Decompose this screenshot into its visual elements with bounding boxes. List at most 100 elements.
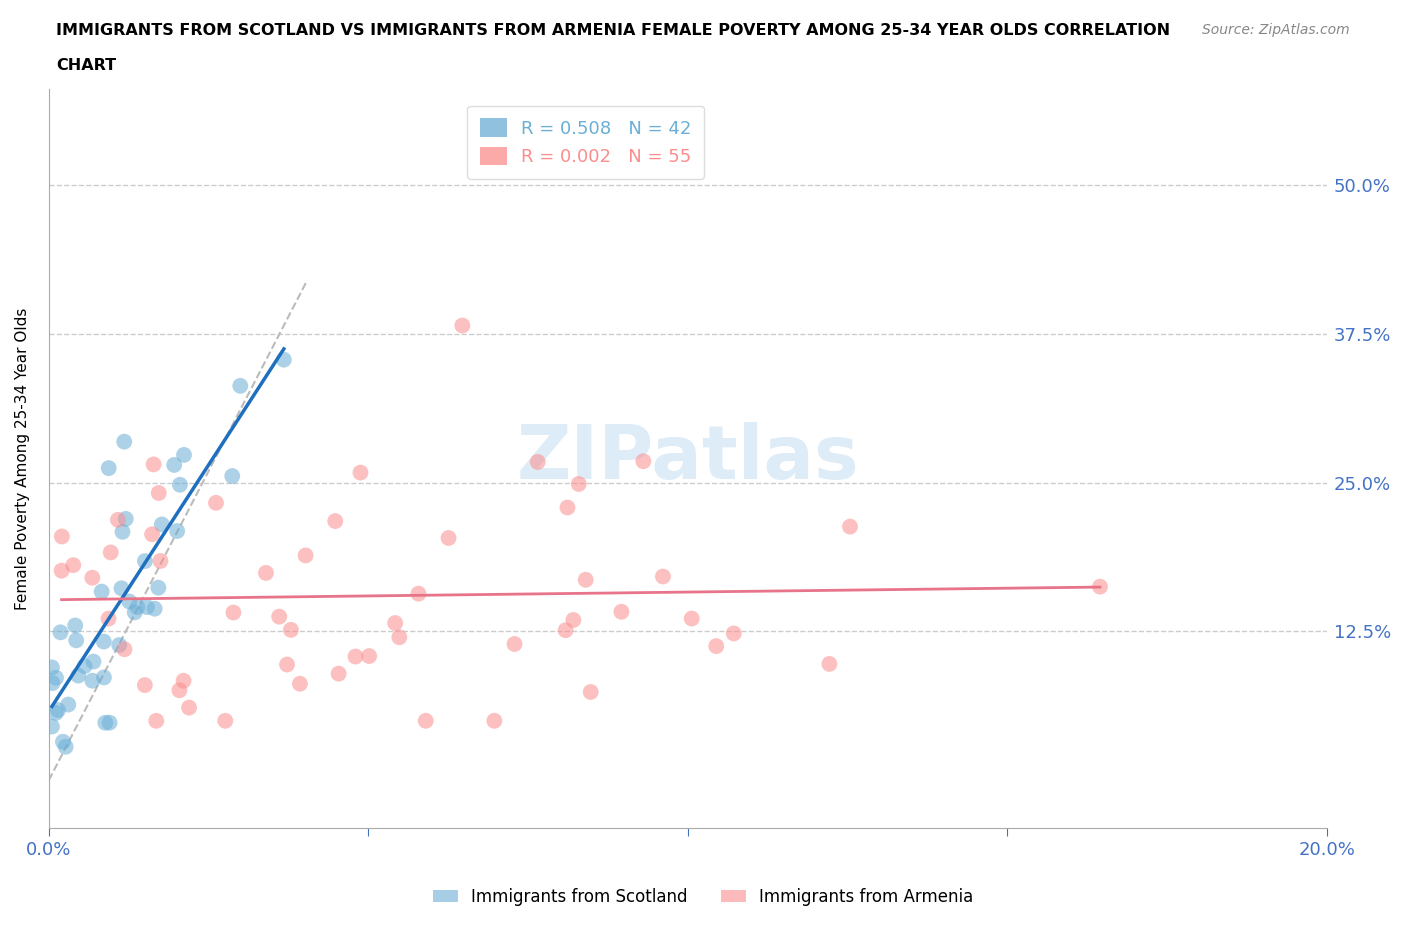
Text: IMMIGRANTS FROM SCOTLAND VS IMMIGRANTS FROM ARMENIA FEMALE POVERTY AMONG 25-34 Y: IMMIGRANTS FROM SCOTLAND VS IMMIGRANTS F…	[56, 23, 1170, 38]
Immigrants from Armenia	[100, 545, 122, 560]
Immigrants from Scotland	[110, 581, 132, 596]
Immigrants from Scotland	[94, 715, 117, 730]
Immigrants from Armenia	[610, 604, 633, 619]
Immigrants from Scotland	[93, 670, 115, 684]
Immigrants from Scotland	[45, 706, 67, 721]
Legend: R = 0.508   N = 42, R = 0.002   N = 55: R = 0.508 N = 42, R = 0.002 N = 55	[467, 106, 704, 179]
Immigrants from Scotland	[65, 633, 87, 648]
Immigrants from Armenia	[328, 666, 350, 681]
Immigrants from Armenia	[294, 548, 316, 563]
Immigrants from Scotland	[97, 460, 120, 475]
Immigrants from Armenia	[579, 684, 602, 699]
Immigrants from Armenia	[408, 586, 430, 601]
Immigrants from Armenia	[323, 513, 346, 528]
Immigrants from Armenia	[173, 673, 195, 688]
Immigrants from Armenia	[280, 622, 302, 637]
Immigrants from Scotland	[108, 638, 131, 653]
Immigrants from Scotland	[166, 524, 188, 538]
Text: CHART: CHART	[56, 58, 117, 73]
Immigrants from Scotland	[73, 658, 96, 673]
Immigrants from Armenia	[169, 683, 191, 698]
Immigrants from Armenia	[288, 676, 311, 691]
Immigrants from Scotland	[93, 634, 115, 649]
Immigrants from Armenia	[254, 565, 277, 580]
Immigrants from Armenia	[205, 496, 228, 511]
Immigrants from Armenia	[214, 713, 236, 728]
Immigrants from Armenia	[704, 639, 727, 654]
Immigrants from Scotland	[63, 618, 86, 633]
Immigrants from Scotland	[55, 739, 77, 754]
Immigrants from Scotland	[82, 654, 104, 669]
Immigrants from Armenia	[484, 713, 506, 728]
Immigrants from Armenia	[145, 713, 167, 728]
Immigrants from Armenia	[437, 530, 460, 545]
Immigrants from Armenia	[562, 613, 585, 628]
Immigrants from Armenia	[62, 558, 84, 573]
Immigrants from Armenia	[349, 465, 371, 480]
Immigrants from Scotland	[124, 604, 146, 619]
Immigrants from Scotland	[127, 600, 149, 615]
Immigrants from Armenia	[723, 626, 745, 641]
Immigrants from Scotland	[114, 512, 136, 526]
Immigrants from Armenia	[1088, 579, 1111, 594]
Immigrants from Scotland	[67, 668, 90, 683]
Immigrants from Scotland	[143, 602, 166, 617]
Immigrants from Scotland	[173, 447, 195, 462]
Immigrants from Scotland	[82, 673, 104, 688]
Immigrants from Scotland	[118, 594, 141, 609]
Y-axis label: Female Poverty Among 25-34 Year Olds: Female Poverty Among 25-34 Year Olds	[15, 308, 30, 610]
Immigrants from Scotland	[169, 477, 191, 492]
Immigrants from Scotland	[112, 434, 135, 449]
Text: Source: ZipAtlas.com: Source: ZipAtlas.com	[1202, 23, 1350, 37]
Immigrants from Scotland	[41, 660, 63, 675]
Immigrants from Scotland	[90, 584, 112, 599]
Immigrants from Scotland	[135, 600, 157, 615]
Immigrants from Armenia	[554, 623, 576, 638]
Immigrants from Armenia	[503, 636, 526, 651]
Immigrants from Armenia	[568, 476, 591, 491]
Immigrants from Armenia	[359, 648, 381, 663]
Immigrants from Scotland	[45, 671, 67, 685]
Immigrants from Armenia	[107, 512, 129, 527]
Immigrants from Armenia	[839, 519, 862, 534]
Immigrants from Armenia	[97, 611, 120, 626]
Immigrants from Scotland	[150, 517, 173, 532]
Immigrants from Scotland	[41, 719, 63, 734]
Immigrants from Scotland	[49, 625, 72, 640]
Immigrants from Scotland	[163, 458, 186, 472]
Immigrants from Scotland	[98, 715, 121, 730]
Immigrants from Armenia	[818, 657, 841, 671]
Immigrants from Scotland	[58, 698, 80, 712]
Immigrants from Armenia	[51, 529, 73, 544]
Immigrants from Armenia	[681, 611, 703, 626]
Immigrants from Armenia	[148, 485, 170, 500]
Immigrants from Armenia	[415, 713, 437, 728]
Immigrants from Scotland	[134, 553, 156, 568]
Immigrants from Armenia	[526, 455, 548, 470]
Legend: Immigrants from Scotland, Immigrants from Armenia: Immigrants from Scotland, Immigrants fro…	[426, 881, 980, 912]
Immigrants from Armenia	[451, 318, 474, 333]
Immigrants from Armenia	[633, 454, 655, 469]
Immigrants from Armenia	[269, 609, 291, 624]
Immigrants from Scotland	[148, 580, 170, 595]
Immigrants from Armenia	[149, 553, 172, 568]
Immigrants from Armenia	[557, 500, 579, 515]
Immigrants from Armenia	[276, 658, 298, 672]
Immigrants from Armenia	[114, 642, 136, 657]
Immigrants from Scotland	[41, 676, 63, 691]
Immigrants from Armenia	[384, 616, 406, 631]
Immigrants from Armenia	[141, 526, 163, 541]
Immigrants from Armenia	[134, 678, 156, 693]
Immigrants from Scotland	[221, 469, 243, 484]
Immigrants from Armenia	[388, 630, 411, 644]
Immigrants from Scotland	[273, 352, 295, 367]
Text: ZIPatlas: ZIPatlas	[516, 422, 859, 495]
Immigrants from Scotland	[111, 525, 134, 539]
Immigrants from Armenia	[177, 700, 200, 715]
Immigrants from Armenia	[575, 572, 598, 587]
Immigrants from Armenia	[51, 564, 73, 578]
Immigrants from Armenia	[652, 569, 675, 584]
Immigrants from Scotland	[229, 379, 252, 393]
Immigrants from Armenia	[142, 457, 165, 472]
Immigrants from Scotland	[46, 702, 69, 717]
